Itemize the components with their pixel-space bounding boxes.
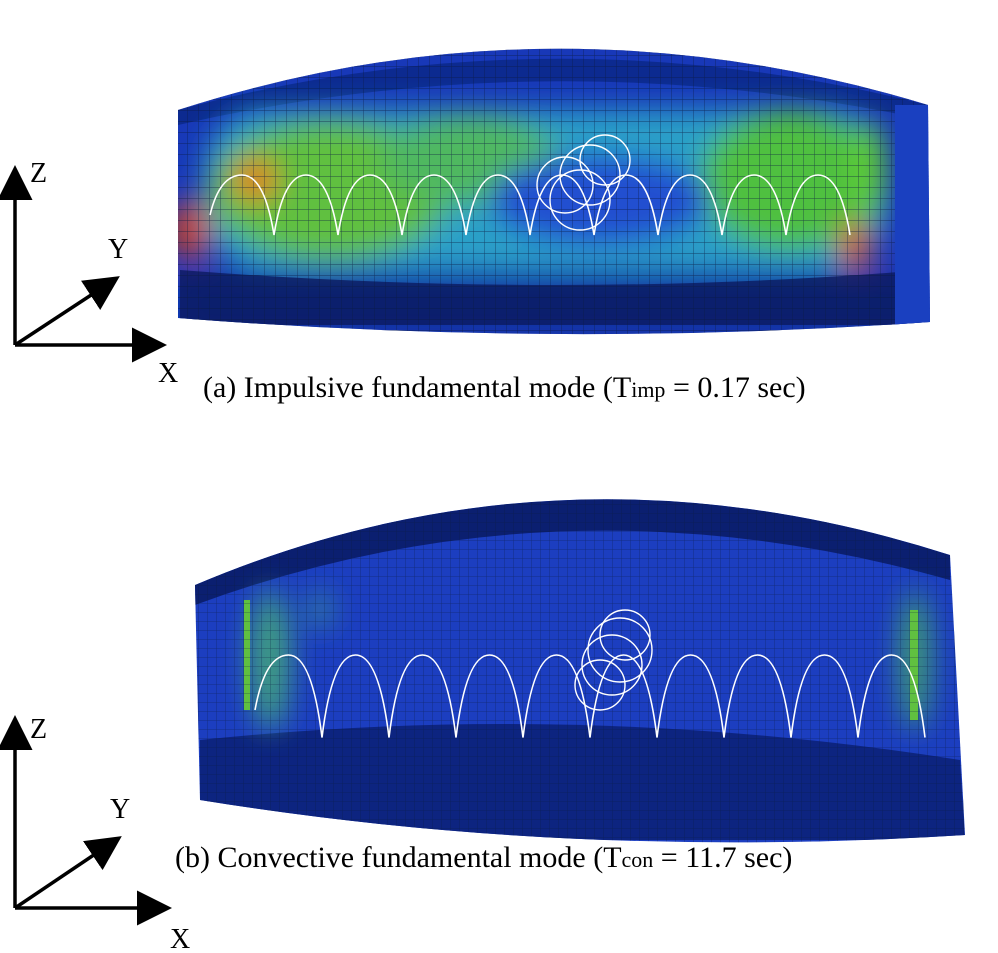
mode-line [254,654,926,738]
axes-a [0,165,167,363]
axis-label: X [158,358,178,389]
caption-sub: con [622,847,654,872]
caption-text: = 0.17 sec) [665,371,805,404]
axis-label: X [170,924,190,953]
axes-b [0,715,172,926]
caption: (b) Convective fundamental mode (Tcon = … [175,841,792,874]
caption-sub: imp [631,377,665,402]
tank-b [195,499,965,843]
mode-line [209,174,851,236]
axis-label: Z [30,158,47,189]
caption-text: (a) Impulsive fundamental mode (T [203,371,631,404]
axis-y [14,276,120,347]
axis-label: Z [30,714,47,745]
axis-label: Y [110,794,130,825]
caption-text: = 11.7 sec) [653,841,792,874]
axis-y [14,836,122,910]
caption-text: (b) Convective fundamental mode (T [175,841,622,874]
axis-label: Y [108,234,128,265]
caption: (a) Impulsive fundamental mode (Timp = 0… [203,371,806,404]
tank-a [178,48,930,335]
